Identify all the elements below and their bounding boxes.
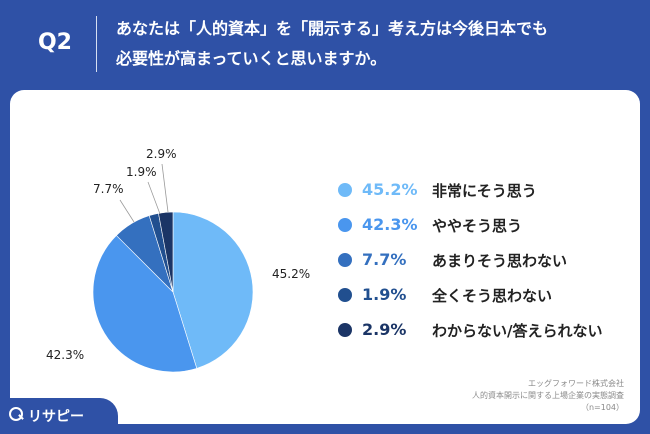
legend-percent: 2.9% [362, 320, 407, 339]
legend-swatch [338, 253, 352, 267]
legend-item-2: 42.3% ややそう思う [338, 215, 638, 250]
legend-item-3: 7.7% あまりそう思わない [338, 250, 638, 285]
legend-percent: 42.3% [362, 215, 418, 234]
legend-swatch [338, 218, 352, 232]
source-note: エッグフォワード株式会社 人的資本開示に関する上場企業の実態調査 （n=104） [472, 378, 624, 414]
brand-badge: リサピー [0, 398, 118, 434]
leader-line-5 [161, 163, 169, 213]
source-sample-size: （n=104） [580, 403, 624, 412]
legend-percent: 1.9% [362, 285, 407, 304]
question-title-line-1: あなたは「人的資本」を「開示する」考え方は今後日本でも [116, 19, 549, 38]
magnifier-icon [9, 407, 23, 421]
legend-swatch [338, 323, 352, 337]
leader-line-4 [147, 181, 161, 215]
pie-slice-5 [158, 211, 174, 293]
legend-percent: 45.2% [362, 180, 418, 199]
legend-label: ややそう思う [432, 217, 523, 235]
legend-item-5: 2.9% わからない/答えられない [338, 320, 638, 355]
source-company: エッグフォワード株式会社 [528, 379, 624, 388]
legend-label: 非常にそう思う [432, 182, 537, 200]
header: Q2 あなたは「人的資本」を「開示する」考え方は今後日本でも 必要性が高まってい… [0, 0, 650, 88]
question-title: あなたは「人的資本」を「開示する」考え方は今後日本でも 必要性が高まっていくと思… [116, 14, 636, 74]
header-divider [96, 16, 97, 72]
chart-legend: 45.2% 非常にそう思う 42.3% ややそう思う 7.7% あまりそう思わない 1.9%… [338, 180, 638, 355]
legend-label: 全くそう思わない [432, 287, 553, 305]
pie-slice-1 [172, 211, 254, 369]
data-label-2: 42.3% [46, 348, 84, 362]
brand-name: リサピー [28, 409, 84, 425]
pie-slice-2 [92, 235, 198, 373]
data-label-1: 45.2% [272, 267, 310, 281]
data-label-5: 2.9% [146, 147, 177, 161]
legend-swatch [338, 288, 352, 302]
legend-percent: 7.7% [362, 250, 407, 269]
legend-item-1: 45.2% 非常にそう思う [338, 180, 638, 215]
legend-swatch [338, 183, 352, 197]
question-title-line-2: 必要性が高まっていくと思いますか。 [116, 49, 387, 68]
leader-line-3 [119, 199, 135, 223]
source-survey: 人的資本開示に関する上場企業の実態調査 [472, 391, 624, 400]
legend-item-4: 1.9% 全くそう思わない [338, 285, 638, 320]
question-label: Q2 [37, 30, 72, 55]
legend-label: あまりそう思わない [432, 252, 568, 270]
data-label-3: 7.7% [93, 182, 124, 196]
data-label-4: 1.9% [126, 165, 157, 179]
legend-label: わからない/答えられない [432, 322, 603, 340]
